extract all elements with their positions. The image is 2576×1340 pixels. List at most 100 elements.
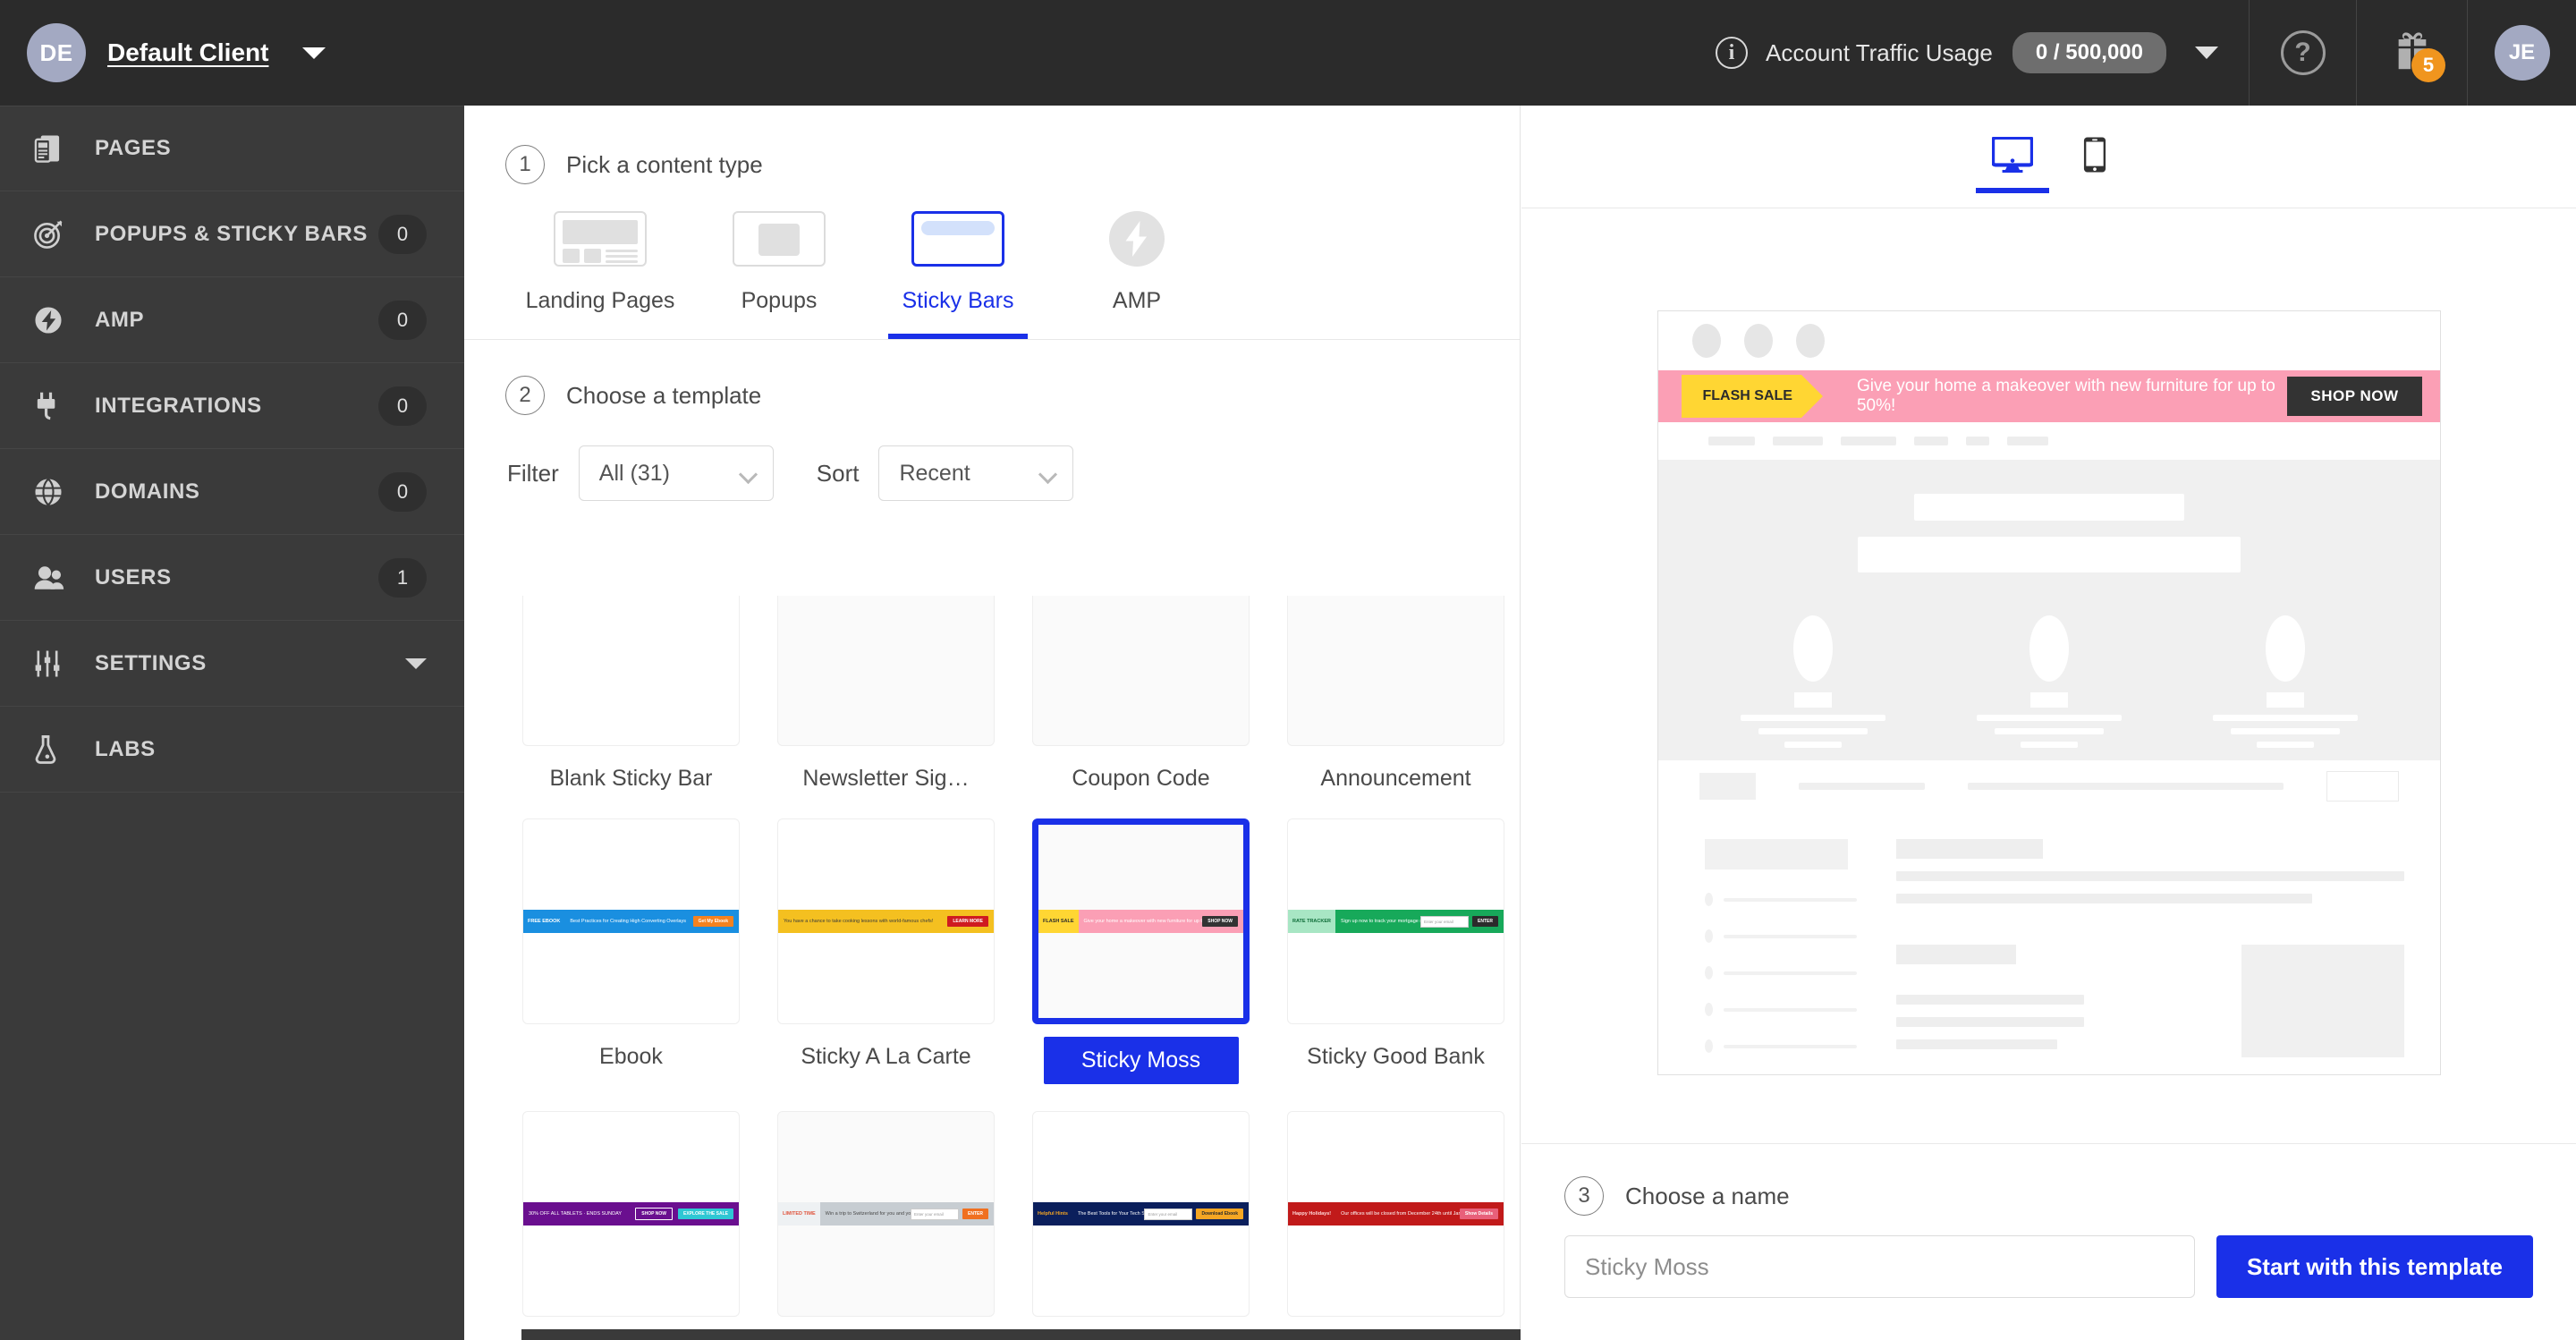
tab-label: Landing Pages [525,288,675,313]
sidebar-item-label: POPUPS & STICKY BARS [95,221,368,246]
template-thumbnail[interactable]: 30% OFF ALL TABLETS · ENDS SUNDAY SHOP NO… [522,1111,740,1317]
template-thumbnail[interactable]: You have a chance to take cooking lesson… [777,818,995,1024]
placeholder-line [2230,728,2340,734]
chevron-down-icon[interactable] [2195,47,2218,59]
template-card[interactable]: You have a chance to take cooking lesson… [758,818,1013,1111]
step-1-header: 1 Pick a content type [505,145,1520,184]
template-card[interactable]: Coupon Code [1013,596,1268,818]
step-number: 2 [505,376,545,415]
template-thumbnail[interactable]: RATE TRACKER Sign up now to track your mo… [1287,818,1504,1024]
template-thumbnail[interactable]: FLASH SALE Give your home a makeover with… [1032,818,1250,1024]
sticky-bar-flag: FLASH SALE [1681,375,1824,418]
sort-select[interactable]: Recent [878,445,1074,501]
template-mini-sticky-bar: LIMITED TIME Win a trip to Switzerland fo… [778,1202,994,1226]
sidebar-item-amp[interactable]: AMP 0 [0,277,464,363]
template-thumbnail[interactable]: FREE EBOOK Best Practices for Creating Hi… [522,818,740,1024]
placeholder-caption [2029,692,2068,708]
template-name-input[interactable]: Sticky Moss [1564,1235,2195,1298]
placeholder-avatar [1792,615,1833,682]
template-thumbnail[interactable]: LIMITED TIME Win a trip to Switzerland fo… [777,1111,995,1317]
placeholder-box [1699,773,1756,800]
sidebar-item-label: LABS [95,736,156,761]
sidebar-item-popups-sticky-bars[interactable]: POPUPS & STICKY BARS 0 [0,191,464,277]
client-switcher[interactable]: DE Default Client [0,0,464,106]
filter-select[interactable]: All (31) [578,445,774,501]
template-thumbnail[interactable]: Happy Holidays! Our offices will be close… [1287,1111,1504,1317]
template-card[interactable]: Announcement [1268,596,1520,818]
placeholder-pill [1840,437,1896,445]
template-card[interactable]: FLASH SALE Give your home a makeover with… [1013,818,1268,1111]
start-with-template-button[interactable]: Start with this template [2216,1235,2533,1298]
placeholder-pill [1913,437,1948,445]
help-button[interactable]: ? [2249,0,2356,106]
template-card[interactable]: LIMITED TIME Win a trip to Switzerland fo… [758,1111,1013,1340]
preview-feature-cards [1658,615,2440,748]
mini-tag: FLASH SALE [1038,910,1079,933]
tab-amp[interactable]: AMP [1047,211,1226,339]
rewards-button[interactable]: 5 [2356,0,2467,106]
user-menu[interactable]: JE [2467,0,2576,106]
placeholder-line [2212,715,2358,721]
mini-tag: LIMITED TIME [778,1202,820,1226]
placeholder-line [1784,742,1842,748]
step-2-header: 2 Choose a template [505,376,1520,415]
template-name: Sticky Good Bank [1307,1044,1485,1069]
placeholder-row [1704,1039,1857,1053]
pages-icon [34,134,75,163]
template-card[interactable]: Newsletter Sig… [758,596,1013,818]
template-card[interactable]: FREE EBOOK Best Practices for Creating Hi… [504,818,758,1111]
sort-label: Sort [816,459,860,487]
template-card[interactable]: Blank Sticky Bar [504,596,758,818]
tab-popups[interactable]: Popups [690,211,869,339]
template-thumbnail[interactable] [777,596,995,746]
mini-cta-button: ENTER [1472,916,1498,927]
template-card[interactable]: Helpful Hints The Best Tools for Your Tec… [1013,1111,1268,1340]
flask-icon [34,734,75,764]
template-thumbnail[interactable]: Helpful Hints The Best Tools for Your Tec… [1032,1111,1250,1317]
sidebar-item-settings[interactable]: SETTINGS [0,621,464,707]
tab-sticky-bars[interactable]: Sticky Bars [869,211,1047,339]
template-thumbnail[interactable] [522,596,740,746]
chevron-down-icon[interactable] [405,657,427,669]
sticky-bar-message: Give your home a makeover with new furni… [1856,377,2275,415]
client-name[interactable]: Default Client [107,38,269,66]
top-bar: i Account Traffic Usage 0 / 500,000 ? 5 … [464,0,2576,106]
placeholder-line [1976,715,2122,721]
desktop-icon[interactable] [1975,135,2049,193]
chevron-down-icon[interactable] [302,47,326,59]
template-name: Sticky Moss [1043,1037,1239,1084]
sidebar-item-domains[interactable]: DOMAINS 0 [0,449,464,535]
sticky-bar-cta-button[interactable]: SHOP NOW [2287,377,2422,416]
step-2-choose-template: 2 Choose a template Filter All (31) Sort… [464,340,1520,501]
template-mini-sticky-bar: FREE EBOOK Best Practices for Creating Hi… [523,910,739,933]
placeholder-line [1994,728,2104,734]
step-1-content-type: 1 Pick a content type Landing P [464,106,1520,339]
template-thumbnail[interactable] [1287,596,1504,746]
sidebar-item-labs[interactable]: LABS [0,707,464,793]
sidebar-item-users[interactable]: USERS 1 [0,535,464,621]
traffic-usage-label: Account Traffic Usage [1766,38,1993,66]
template-card[interactable]: Happy Holidays! Our offices will be close… [1268,1111,1520,1340]
sidebar-item-pages[interactable]: PAGES [0,106,464,191]
mini-email-input: Enter your email [1420,915,1470,928]
template-card[interactable]: RATE TRACKER Sign up now to track your mo… [1268,818,1520,1111]
preview-hero-section [1657,460,2440,760]
template-grid-scroll[interactable]: Blank Sticky Bar Newsletter Sig… Coupon Co… [464,596,1520,1340]
horizontal-scrollbar[interactable] [521,1329,1521,1340]
placeholder-dot [1691,324,1721,358]
step-title: Pick a content type [566,150,763,178]
placeholder-caption [1793,692,1832,708]
account-traffic-usage[interactable]: i Account Traffic Usage 0 / 500,000 [1716,0,2249,106]
tab-landing-pages[interactable]: Landing Pages [511,211,690,339]
device-toggle [1521,106,2576,208]
info-icon[interactable]: i [1716,37,1749,69]
sidebar-item-integrations[interactable]: INTEGRATIONS 0 [0,363,464,449]
placeholder-pill [1707,437,1755,445]
question-mark-icon: ? [2280,30,2326,75]
plug-icon [34,392,75,420]
mobile-icon[interactable] [2083,136,2106,178]
template-thumbnail[interactable] [1032,596,1250,746]
template-card[interactable]: 30% OFF ALL TABLETS · ENDS SUNDAY SHOP NO… [504,1111,758,1340]
preview-right-column [1895,839,2404,1074]
sort-select-value: Recent [899,460,970,486]
